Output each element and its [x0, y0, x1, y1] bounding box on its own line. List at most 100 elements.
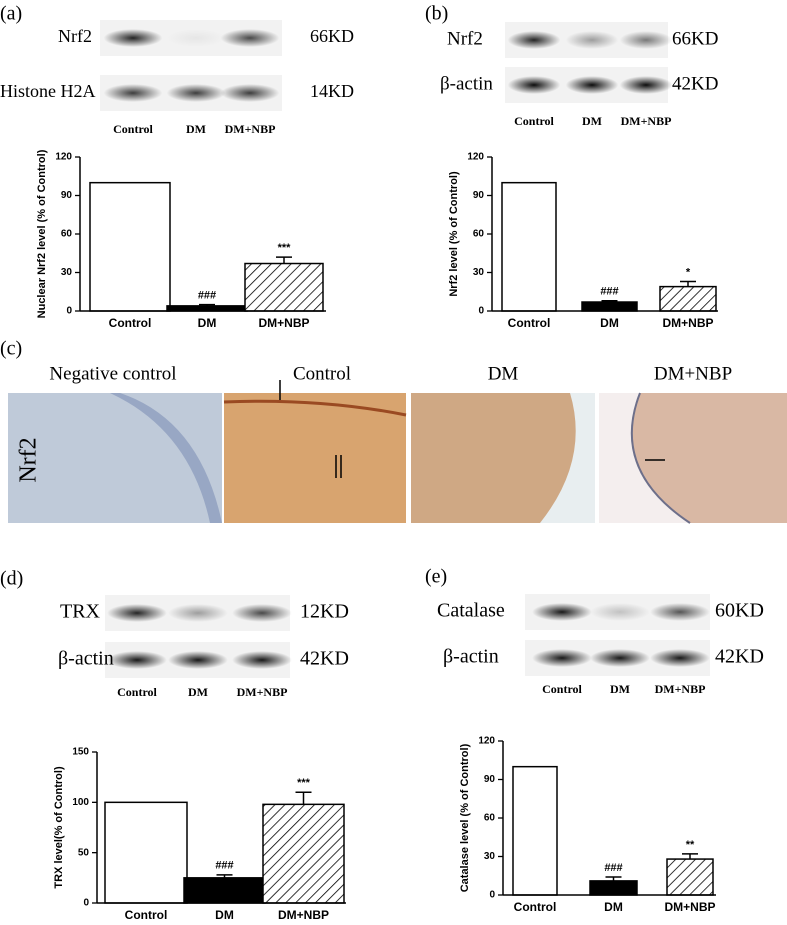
panel-letter: (d)	[0, 568, 23, 590]
bar	[166, 305, 248, 312]
blot-band	[220, 84, 280, 102]
significance: ***	[297, 777, 311, 789]
size-label: 42KD	[300, 648, 349, 670]
blot-band	[565, 76, 619, 94]
lane-label: Control	[514, 114, 554, 128]
panel-letter: (b)	[425, 3, 448, 25]
blot-band	[232, 604, 292, 622]
significance: ###	[198, 289, 216, 301]
x-tick-label: DM+NBP	[664, 900, 715, 914]
column-label: DM+NBP	[654, 363, 732, 384]
blot-band	[590, 603, 650, 621]
y-tick-label: 90	[61, 190, 73, 201]
blot-band	[507, 76, 561, 94]
x-tick-label: DM	[198, 316, 217, 330]
x-tick-label: DM	[215, 908, 234, 922]
error-bar	[276, 256, 292, 264]
x-tick-label: Control	[508, 316, 551, 330]
y-tick-label: 60	[484, 813, 496, 824]
bar	[89, 181, 171, 312]
lane-label: Control	[117, 685, 157, 699]
y-axis-label: TRX level(% of Control)	[53, 766, 65, 889]
blot-band	[532, 603, 592, 621]
blot-band	[107, 651, 167, 669]
panel-letter: (e)	[425, 566, 447, 588]
blot-band	[168, 651, 228, 669]
y-tick-label: 100	[72, 797, 89, 808]
significance: ###	[215, 860, 233, 872]
y-axis-label: Nuclear Nrf2 level (% of Control)	[36, 149, 48, 318]
bar	[244, 262, 324, 312]
bar	[501, 181, 557, 312]
blot-band	[619, 76, 673, 94]
bar	[659, 285, 717, 312]
blot-band	[565, 31, 619, 49]
error-bar	[680, 280, 696, 287]
protein-label: Nrf2	[58, 26, 92, 46]
lane-label: DM+NBP	[237, 685, 288, 699]
blot-band	[220, 29, 280, 47]
protein-label: β-actin	[440, 73, 493, 94]
micrographs	[8, 380, 787, 524]
panel-letter: (c)	[0, 338, 22, 360]
blot-band	[166, 29, 226, 47]
tissue-edge	[223, 399, 407, 417]
error-bar	[605, 876, 622, 881]
lane-label: DM	[188, 685, 208, 699]
blot-band	[507, 31, 561, 49]
blot-band	[166, 84, 226, 102]
y-tick-label: 120	[467, 152, 484, 163]
x-tick-label: DM+NBP	[258, 316, 309, 330]
tissue-edge	[599, 393, 690, 523]
y-tick-label: 120	[55, 152, 72, 163]
bar	[589, 880, 638, 896]
significance: ###	[600, 286, 618, 298]
size-label: 60KD	[715, 600, 764, 622]
blot-band	[168, 604, 228, 622]
bar	[183, 877, 266, 904]
y-tick-label: 50	[78, 847, 90, 858]
bar	[512, 765, 558, 896]
x-tick-label: DM	[600, 316, 619, 330]
error-bar	[199, 303, 215, 306]
error-bar	[295, 791, 312, 805]
x-tick-label: DM+NBP	[662, 316, 713, 330]
y-tick-label: 60	[61, 229, 73, 240]
size-label: 42KD	[672, 73, 718, 94]
lane-label: Control	[113, 122, 153, 136]
y-tick-label: 0	[478, 306, 484, 317]
y-axis-label: Catalase level (% of Control)	[459, 743, 471, 892]
column-label: Negative control	[49, 363, 176, 384]
lane-label: DM+NBP	[621, 114, 672, 128]
size-label: 42KD	[715, 646, 764, 668]
y-tick-label: 30	[484, 851, 496, 862]
significance: ###	[604, 862, 622, 874]
lane-label: DM	[186, 122, 206, 136]
blot-band	[590, 649, 650, 667]
x-tick-label: Control	[109, 316, 152, 330]
x-tick-label: Control	[125, 908, 168, 922]
y-tick-label: 90	[484, 774, 496, 785]
blot-band	[232, 651, 292, 669]
lane-label: DM+NBP	[655, 682, 706, 696]
column-label: Control	[293, 363, 351, 384]
blot-band	[107, 604, 167, 622]
protein-label: Nrf2	[447, 28, 483, 49]
column-label: DM	[488, 363, 519, 384]
error-bar	[216, 874, 233, 878]
lane-label: Control	[542, 682, 582, 696]
y-axis-label: Nrf2 level (% of Control)	[448, 171, 460, 297]
y-tick-label: 0	[489, 890, 495, 901]
significance: **	[686, 839, 695, 851]
y-tick-label: 30	[61, 267, 73, 278]
tissue-edge	[540, 393, 595, 523]
significance: ***	[278, 242, 292, 254]
blot-band	[650, 603, 710, 621]
error-bar	[601, 299, 618, 303]
micrograph	[224, 393, 406, 523]
protein-label: Catalase	[437, 600, 505, 622]
blot-band	[619, 31, 673, 49]
protein-label: Histone H2A	[0, 81, 96, 101]
blot-band	[103, 84, 163, 102]
